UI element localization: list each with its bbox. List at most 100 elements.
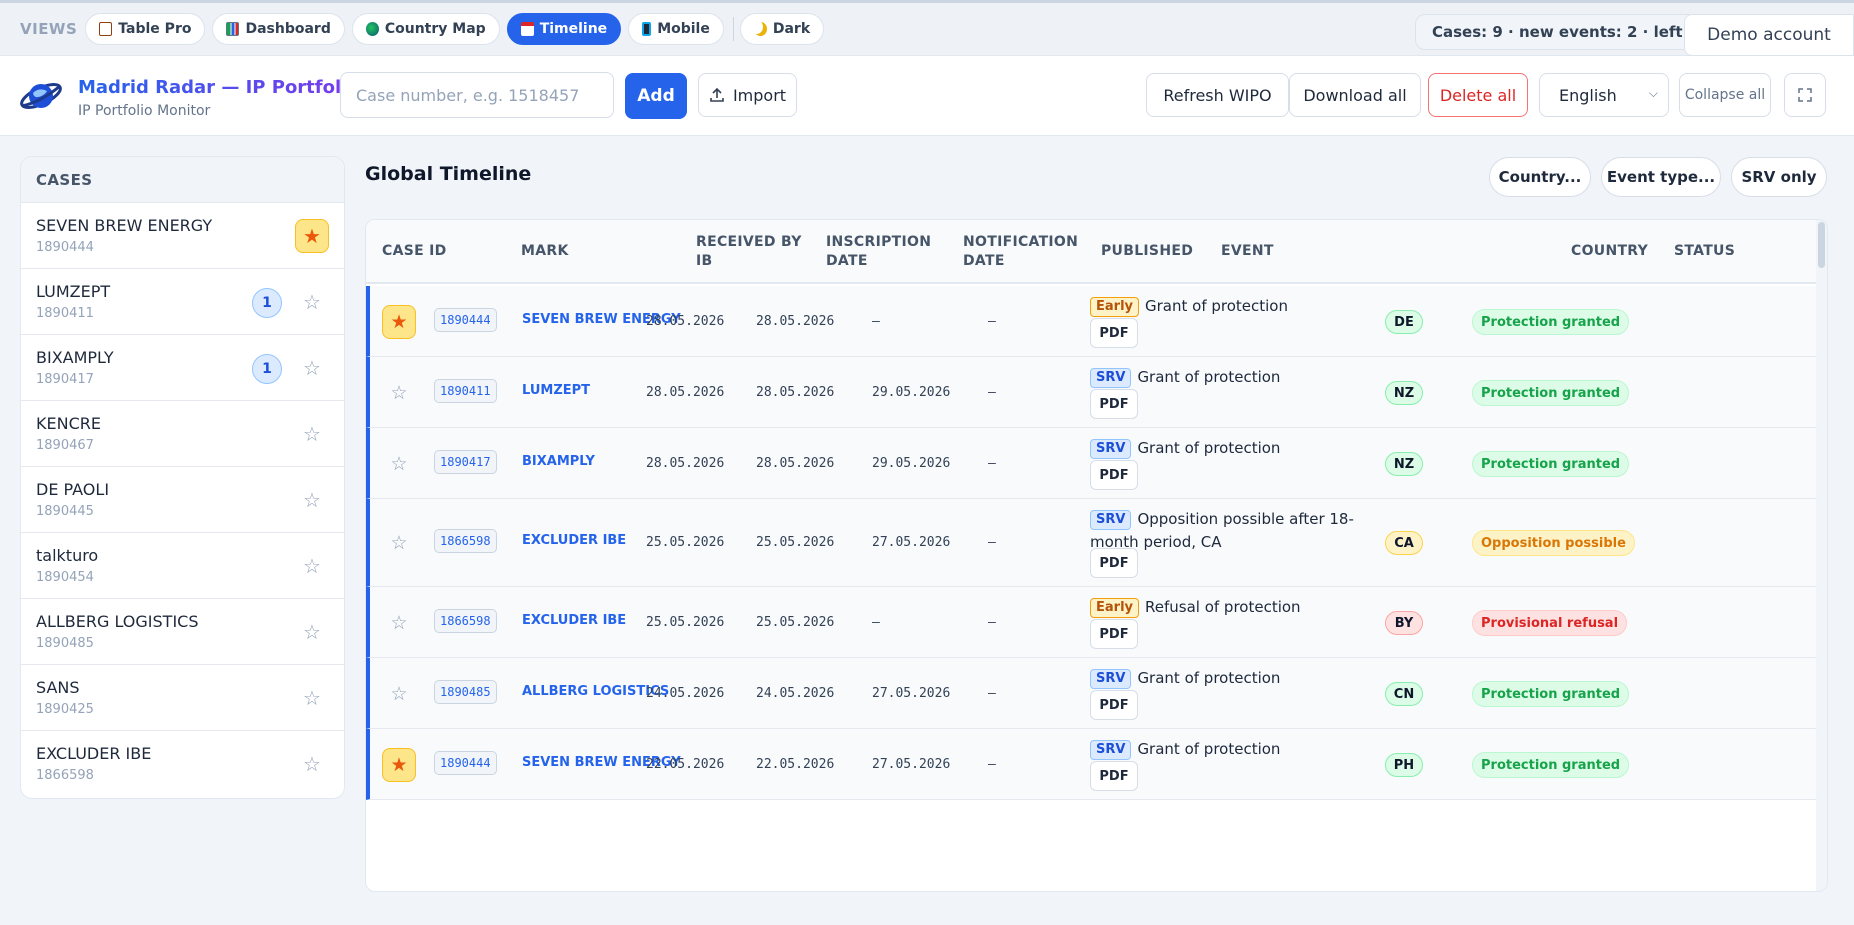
event-tag: SRV <box>1090 509 1132 530</box>
mark-link[interactable]: EXCLUDER IBE <box>522 613 627 628</box>
case-list-item[interactable]: talkturo 1890454 ☆ <box>21 533 344 599</box>
case-list-item[interactable]: SEVEN BREW ENERGY 1890444 ★ <box>21 203 344 269</box>
fullscreen-button[interactable] <box>1784 73 1826 117</box>
country-filter[interactable]: Country... <box>1489 157 1591 197</box>
col-case-id[interactable]: CASE ID <box>382 243 447 259</box>
table-row[interactable]: ☆ 1890485 ALLBERG LOGISTICS 24.05.2026 24.05… <box>366 658 1818 729</box>
star-icon[interactable]: ★ <box>295 219 329 253</box>
add-button[interactable]: Add <box>625 73 687 119</box>
col-label: IB <box>696 253 713 269</box>
case-id-pill[interactable]: 1890417 <box>434 450 497 474</box>
col-event[interactable]: EVENT <box>1221 243 1274 259</box>
mark-link[interactable]: EXCLUDER IBE <box>522 533 627 548</box>
scrollbar-thumb[interactable] <box>1818 222 1825 268</box>
case-name: EXCLUDER IBE <box>36 744 152 763</box>
import-button[interactable]: Import <box>698 73 797 117</box>
case-list-item[interactable]: DE PAOLI 1890445 ☆ <box>21 467 344 533</box>
case-list-item[interactable]: ALLBERG LOGISTICS 1890485 ☆ <box>21 599 344 665</box>
language-select[interactable]: English ⌵ <box>1539 73 1669 117</box>
account-button[interactable]: Demo account <box>1684 14 1854 56</box>
star-icon[interactable]: ☆ <box>303 686 321 710</box>
mark-link[interactable]: BIXAMPLY <box>522 454 595 469</box>
timeline-table: CASE ID MARK RECEIVED BY IB INSCRIPTION … <box>365 219 1828 892</box>
col-received[interactable]: RECEIVED BY IB <box>696 233 802 271</box>
star-icon[interactable]: ☆ <box>303 620 321 644</box>
col-inscription[interactable]: INSCRIPTION DATE <box>826 233 931 271</box>
case-list-item[interactable]: LUMZEPT 1890411 1 ☆ <box>21 269 344 335</box>
event-description: SRV Grant of protection <box>1090 366 1382 389</box>
case-list: SEVEN BREW ENERGY 1890444 ★ LUMZEPT 1890411 1… <box>21 203 344 797</box>
col-notification[interactable]: NOTIFICATION DATE <box>963 233 1078 271</box>
col-published[interactable]: PUBLISHED <box>1101 243 1194 259</box>
star-icon[interactable]: ☆ <box>390 453 408 475</box>
mark-link[interactable]: ALLBERG LOGISTICS <box>522 684 670 699</box>
published-date: – <box>988 314 996 329</box>
pdf-button[interactable]: PDF <box>1090 318 1138 348</box>
refresh-wipo-button[interactable]: Refresh WIPO <box>1146 73 1289 117</box>
table-row[interactable]: ★ 1890444 SEVEN BREW ENERGY 22.05.2026 22.05… <box>366 729 1818 800</box>
case-id-pill[interactable]: 1890485 <box>434 680 497 704</box>
app-header: Madrid Radar — IP Portfolio IP Portfolio… <box>0 56 1854 136</box>
case-name: ALLBERG LOGISTICS <box>36 612 199 631</box>
tab-timeline[interactable]: Timeline <box>506 13 622 45</box>
case-list-item[interactable]: EXCLUDER IBE 1866598 ☆ <box>21 731 344 797</box>
star-icon[interactable]: ★ <box>382 748 416 782</box>
case-id-pill[interactable]: 1866598 <box>434 529 497 553</box>
star-icon[interactable]: ☆ <box>390 612 408 634</box>
mark-link[interactable]: SEVEN BREW ENERGY <box>522 755 681 770</box>
event-description: SRV Opposition possible after 18-month pe… <box>1090 508 1382 554</box>
mark-link[interactable]: SEVEN BREW ENERGY <box>522 312 681 327</box>
star-icon[interactable]: ★ <box>382 305 416 339</box>
tab-mobile[interactable]: Mobile <box>628 13 724 45</box>
pdf-button[interactable]: PDF <box>1090 761 1138 791</box>
tab-dashboard[interactable]: Dashboard <box>212 13 345 45</box>
table-scrollbar[interactable] <box>1816 220 1827 891</box>
delete-all-button[interactable]: Delete all <box>1428 73 1528 117</box>
star-icon[interactable]: ☆ <box>303 752 321 776</box>
star-icon[interactable]: ☆ <box>303 422 321 446</box>
star-icon[interactable]: ☆ <box>303 488 321 512</box>
star-icon[interactable]: ☆ <box>390 683 408 705</box>
pdf-button[interactable]: PDF <box>1090 619 1138 649</box>
event-type-filter[interactable]: Event type... <box>1601 157 1721 197</box>
tab-table-pro[interactable]: Table Pro <box>85 13 206 45</box>
case-id-pill[interactable]: 1890444 <box>434 308 497 332</box>
table-row[interactable]: ☆ 1890417 BIXAMPLY 28.05.2026 28.05.2026 29.0… <box>366 428 1818 499</box>
download-all-button[interactable]: Download all <box>1289 73 1421 117</box>
globe-icon <box>365 22 379 36</box>
table-row[interactable]: ☆ 1890411 LUMZEPT 28.05.2026 28.05.2026 29.05… <box>366 357 1818 428</box>
case-list-item[interactable]: BIXAMPLY 1890417 1 ☆ <box>21 335 344 401</box>
star-icon[interactable]: ☆ <box>390 382 408 404</box>
star-icon[interactable]: ☆ <box>390 532 408 554</box>
collapse-all-button[interactable]: Collapse all <box>1679 73 1771 117</box>
case-number-input[interactable] <box>340 72 614 118</box>
col-status[interactable]: STATUS <box>1674 243 1736 259</box>
case-id-pill[interactable]: 1890444 <box>434 751 497 775</box>
published-date: – <box>988 456 996 471</box>
pdf-button[interactable]: PDF <box>1090 690 1138 720</box>
col-country[interactable]: COUNTRY <box>1571 243 1649 259</box>
case-id-pill[interactable]: 1866598 <box>434 609 497 633</box>
new-events-badge: 1 <box>252 354 282 384</box>
pdf-button[interactable]: PDF <box>1090 460 1138 490</box>
case-list-item[interactable]: KENCRE 1890467 ☆ <box>21 401 344 467</box>
pdf-button[interactable]: PDF <box>1090 548 1138 578</box>
pdf-button[interactable]: PDF <box>1090 389 1138 419</box>
received-date: 28.05.2026 <box>646 385 725 400</box>
table-row[interactable]: ☆ 1866598 EXCLUDER IBE 25.05.2026 25.05.2026… <box>366 499 1818 587</box>
case-id-pill[interactable]: 1890411 <box>434 379 497 403</box>
views-label: VIEWS <box>20 20 78 38</box>
mark-link[interactable]: LUMZEPT <box>522 383 591 398</box>
star-icon[interactable]: ☆ <box>303 356 321 380</box>
star-icon[interactable]: ☆ <box>303 554 321 578</box>
srv-only-filter[interactable]: SRV only <box>1731 157 1827 197</box>
fullscreen-icon <box>1798 88 1812 102</box>
tab-dark[interactable]: Dark <box>739 13 825 45</box>
tab-country-map[interactable]: Country Map <box>351 13 500 45</box>
star-icon[interactable]: ☆ <box>303 290 321 314</box>
views-bar: VIEWS Table Pro Dashboard Country Map Ti… <box>0 0 1854 56</box>
table-row[interactable]: ★ 1890444 SEVEN BREW ENERGY 28.05.2026 28.05… <box>366 286 1818 357</box>
table-row[interactable]: ☆ 1866598 EXCLUDER IBE 25.05.2026 25.05.2026… <box>366 587 1818 658</box>
col-mark[interactable]: MARK <box>521 243 569 259</box>
case-list-item[interactable]: SANS 1890425 ☆ <box>21 665 344 731</box>
